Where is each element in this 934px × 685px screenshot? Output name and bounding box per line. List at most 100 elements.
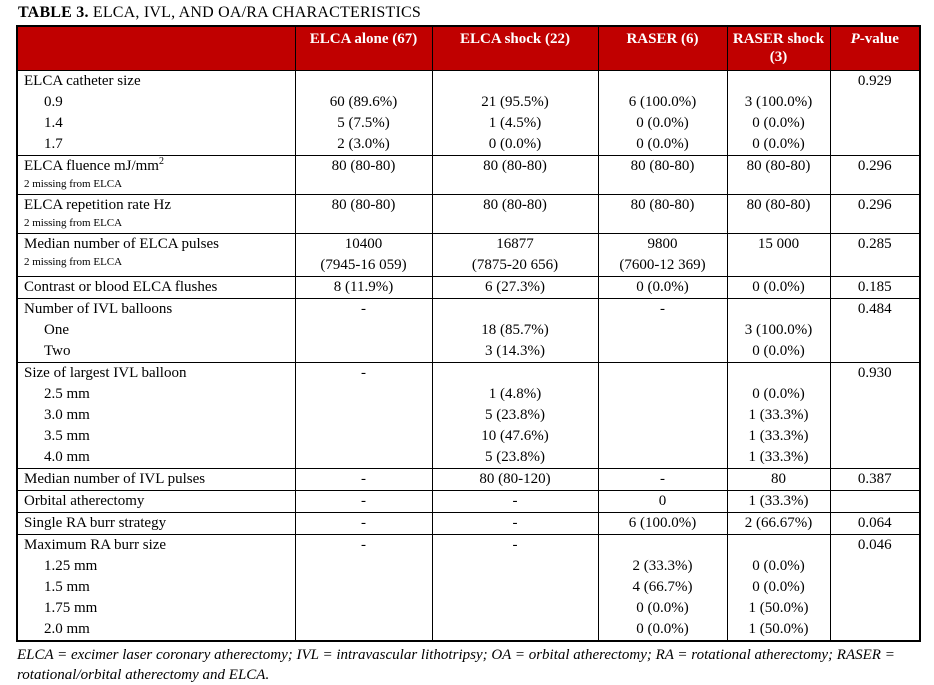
value-cell	[294, 384, 433, 405]
table-row: Orbital atherectomy - -0 1 (33.3%)	[16, 490, 921, 513]
p-value-cell	[829, 577, 921, 598]
value-cell	[294, 426, 433, 447]
table-row: 0.9 60 (89.6%) 21 (95.5%) 6 (100.0%) 3 (100.…	[16, 92, 921, 113]
value-cell: 80 (80-80)	[597, 155, 728, 195]
value-cell: 4 (66.7%)	[597, 577, 728, 598]
value-cell: 80 (80-80)	[431, 194, 599, 234]
value-cell: 0 (0.0%)	[726, 577, 831, 598]
p-value-cell	[829, 113, 921, 134]
value-cell	[726, 70, 831, 92]
value-cell: 6 (100.0%)	[597, 512, 728, 535]
value-cell: 1 (33.3%)	[726, 405, 831, 426]
value-cell: 9800 (7600-12 369)	[597, 233, 728, 277]
column-header: RASER shock (3)	[726, 26, 831, 71]
header-row: ELCA alone (67) ELCA shock (22) RASER (6) R…	[16, 26, 921, 71]
table-row: Median number of ELCA pulses 2 missing fr…	[16, 233, 921, 277]
value-cell: 0 (0.0%)	[597, 113, 728, 134]
characteristics-table: ELCA alone (67) ELCA shock (22) RASER (6) R…	[16, 25, 921, 642]
row-label: 1.7	[16, 134, 296, 156]
value-cell: 80 (80-120)	[431, 468, 599, 491]
table-row: 1.75 mm 0 (0.0%) 1 (50.0%)	[16, 598, 921, 619]
value-cell: 80 (80-80)	[294, 194, 433, 234]
p-value-cell: 0.387	[829, 468, 921, 491]
value-cell: 1 (50.0%)	[726, 598, 831, 619]
row-label: Maximum RA burr size	[16, 534, 296, 556]
value-cell	[597, 362, 728, 384]
value-cell: 1 (4.8%)	[431, 384, 599, 405]
value-cell: -	[294, 468, 433, 491]
row-label: 1.5 mm	[16, 577, 296, 598]
value-cell: 6 (100.0%)	[597, 92, 728, 113]
p-value-cell	[829, 134, 921, 156]
row-label: 4.0 mm	[16, 447, 296, 469]
value-cell: 10 (47.6%)	[431, 426, 599, 447]
row-label: Size of largest IVL balloon	[16, 362, 296, 384]
row-label: One	[16, 320, 296, 341]
column-header	[16, 26, 296, 71]
p-value-cell: 0.929	[829, 70, 921, 92]
p-value-cell	[829, 447, 921, 469]
table-row: Contrast or blood ELCA flushes 8 (11.9%) 6…	[16, 276, 921, 299]
value-cell	[431, 298, 599, 320]
table-row: 3.5 mm 10 (47.6%) 1 (33.3%)	[16, 426, 921, 447]
value-cell: -	[431, 490, 599, 513]
value-cell: 0 (0.0%)	[726, 556, 831, 577]
column-header: ELCA alone (67)	[294, 26, 433, 71]
value-cell: 1 (33.3%)	[726, 426, 831, 447]
value-cell	[431, 577, 599, 598]
value-cell	[726, 298, 831, 320]
value-cell: 0 (0.0%)	[726, 341, 831, 363]
value-cell	[431, 598, 599, 619]
value-cell	[294, 447, 433, 469]
value-cell: 0 (0.0%)	[597, 276, 728, 299]
value-cell: 18 (85.7%)	[431, 320, 599, 341]
superscript: 2	[158, 156, 164, 167]
value-cell: 5 (23.8%)	[431, 405, 599, 426]
value-cell: 80 (80-80)	[726, 155, 831, 195]
value-cell: -	[597, 468, 728, 491]
p-value-cell	[829, 92, 921, 113]
column-header: ELCA shock (22)	[431, 26, 599, 71]
p-value-cell: 0.484	[829, 298, 921, 320]
row-label: 2.5 mm	[16, 384, 296, 405]
p-value-cell: 0.185	[829, 276, 921, 299]
value-cell	[597, 384, 728, 405]
p-value-cell: 0.296	[829, 155, 921, 195]
value-cell: 1 (33.3%)	[726, 490, 831, 513]
value-cell	[294, 405, 433, 426]
row-label: 3.5 mm	[16, 426, 296, 447]
value-cell: 0 (0.0%)	[726, 113, 831, 134]
column-header: RASER (6)	[597, 26, 728, 71]
row-label: Single RA burr strategy	[16, 512, 296, 535]
value-cell	[726, 534, 831, 556]
table-row: 1.25 mm 2 (33.3%) 0 (0.0%)	[16, 556, 921, 577]
p-value-cell	[829, 556, 921, 577]
value-cell: 3 (100.0%)	[726, 320, 831, 341]
row-note: 2 missing from ELCA	[24, 217, 123, 229]
value-cell: -	[294, 490, 433, 513]
value-cell	[431, 362, 599, 384]
row-label: Two	[16, 341, 296, 363]
row-label: 3.0 mm	[16, 405, 296, 426]
value-cell	[726, 362, 831, 384]
value-cell: 80	[726, 468, 831, 491]
table-row: 1.4 5 (7.5%) 1 (4.5%) 0 (0.0%) 0 (0.0%)	[16, 113, 921, 134]
table-row: Number of IVL balloons - -0.484	[16, 298, 921, 320]
value-cell: -	[597, 298, 728, 320]
p-value-cell	[829, 490, 921, 513]
row-label: Contrast or blood ELCA flushes	[16, 276, 296, 299]
value-cell: -	[294, 534, 433, 556]
value-cell: 1 (50.0%)	[726, 619, 831, 641]
value-cell	[294, 341, 433, 363]
table-row: ELCA catheter size 0.929	[16, 70, 921, 92]
value-cell: 0	[597, 490, 728, 513]
value-cell: 0 (0.0%)	[726, 134, 831, 156]
p-value-cell	[829, 405, 921, 426]
row-label: 0.9	[16, 92, 296, 113]
value-cell	[597, 405, 728, 426]
table-body: ELCA catheter size 0.929 0.9 60 (89.6%) 21 (…	[16, 70, 921, 641]
value-cell	[431, 619, 599, 641]
table-number-label: TABLE 3.	[18, 4, 89, 21]
row-label: ELCA fluence mJ/mm2 2 missing from ELCA	[16, 155, 296, 195]
table-row: Median number of IVL pulses -80 (80-120) -…	[16, 468, 921, 491]
